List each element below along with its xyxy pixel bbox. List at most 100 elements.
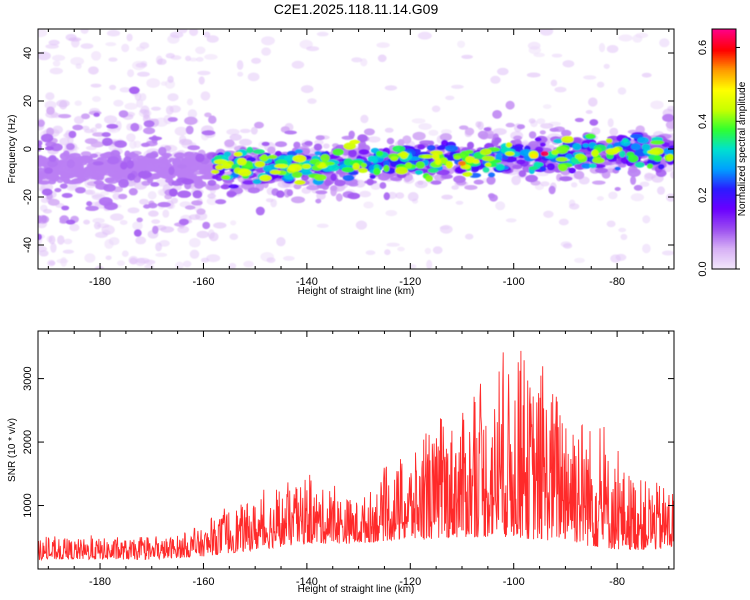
- heatmap-cell: [453, 155, 462, 160]
- heatmap-cell: [261, 47, 271, 56]
- y-tick-label: 20: [22, 95, 34, 107]
- heatmap-cell: [175, 172, 185, 177]
- heatmap-cell: [488, 172, 495, 178]
- colorbar-step: [712, 223, 736, 226]
- heatmap-cell: [528, 140, 540, 149]
- heatmap-cell: [260, 154, 269, 162]
- colorbar-step: [712, 209, 736, 212]
- heatmap-cell: [213, 159, 228, 165]
- y-tick-label: 3000: [22, 366, 34, 390]
- heatmap-cell: [44, 167, 53, 174]
- colorbar-step: [712, 63, 736, 66]
- colorbar-tick-label: 0.4: [697, 114, 709, 129]
- heatmap-cell: [417, 144, 426, 150]
- colorbar-step: [712, 245, 736, 248]
- heatmap-cell: [293, 141, 301, 149]
- heatmap-cell: [284, 130, 297, 135]
- heatmap-cell: [591, 149, 599, 157]
- heatmap-cell: [646, 163, 654, 169]
- y-tick-label: 40: [22, 47, 34, 59]
- heatmap-cell: [540, 123, 554, 129]
- heatmap-cell: [363, 128, 375, 136]
- heatmap-cell: [467, 141, 474, 150]
- colorbar-step: [712, 161, 736, 164]
- heatmap-cell: [330, 173, 337, 182]
- heatmap-cell: [44, 100, 57, 110]
- heatmap-cell: [230, 220, 237, 226]
- heatmap-cell: [486, 176, 496, 185]
- colorbar-step: [712, 207, 736, 210]
- heatmap-cell: [441, 174, 453, 180]
- heatmap-cell: [155, 242, 163, 252]
- heatmap-cell: [534, 146, 544, 153]
- heatmap-cell: [369, 174, 376, 179]
- heatmap-cell: [86, 201, 93, 207]
- heatmap-cell: [265, 198, 274, 203]
- colorbar-step: [712, 133, 736, 136]
- heatmap-cell: [464, 185, 478, 190]
- heatmap-cell: [170, 31, 184, 38]
- heatmap-cell: [634, 161, 645, 168]
- heatmap-cell: [86, 163, 94, 168]
- heatmap-cell: [294, 180, 306, 185]
- heatmap-cell: [262, 165, 272, 172]
- colorbar-step: [712, 127, 736, 130]
- y-tick-label: -20: [22, 189, 34, 205]
- heatmap-cell: [138, 162, 146, 168]
- heatmap-cell: [151, 173, 160, 179]
- heatmap-cell: [495, 153, 503, 161]
- colorbar-step: [712, 263, 736, 266]
- heatmap-cell: [516, 159, 526, 165]
- heatmap-cell: [184, 116, 198, 126]
- heatmap-cell: [304, 140, 313, 146]
- heatmap-cell: [61, 205, 70, 211]
- colorbar-frame: [711, 28, 737, 270]
- heatmap-cell: [618, 163, 627, 168]
- heatmap-cell: [167, 93, 179, 102]
- heatmap-cell: [246, 146, 254, 154]
- heatmap-cell: [585, 110, 593, 114]
- x-tick-label: -140: [296, 276, 318, 288]
- heatmap-cell: [204, 112, 212, 118]
- heatmap-cell: [66, 180, 79, 185]
- colorbar-step: [712, 203, 736, 206]
- y-tick-label: -40: [22, 237, 34, 253]
- heatmap-cell: [632, 34, 643, 43]
- heatmap-cell: [591, 127, 601, 135]
- heatmap-cell: [617, 87, 627, 95]
- heatmap-cell: [512, 164, 523, 170]
- colorbar-step: [712, 211, 736, 214]
- heatmap-cell: [605, 138, 613, 144]
- heatmap-cell: [379, 182, 387, 189]
- colorbar-step: [712, 221, 736, 224]
- snr-y-axis-label: SNR (10 * v/v): [7, 418, 18, 482]
- heatmap-cell: [385, 173, 396, 177]
- heatmap-cell: [534, 137, 542, 142]
- heatmap-cell: [571, 182, 578, 188]
- heatmap-cell: [167, 75, 174, 83]
- heatmap-cell: [68, 130, 77, 139]
- heatmap-cell: [239, 128, 251, 134]
- heatmap-cell: [670, 171, 674, 179]
- heatmap-cell: [641, 72, 652, 78]
- heatmap-cell: [267, 154, 278, 160]
- heatmap-cell: [342, 174, 355, 182]
- heatmap-cell: [505, 122, 515, 128]
- x-tick-label: -160: [192, 576, 214, 588]
- colorbar-step: [712, 243, 736, 246]
- heatmap-cell: [38, 172, 48, 180]
- heatmap-cell: [395, 166, 408, 175]
- heatmap-cell: [495, 163, 505, 171]
- heatmap-cell: [140, 142, 151, 147]
- heatmap-cell: [104, 115, 118, 124]
- heatmap-cell: [276, 190, 285, 198]
- heatmap-cell: [610, 254, 621, 263]
- heatmap-cell: [48, 39, 60, 46]
- heatmap-cell: [459, 125, 469, 130]
- heatmap-cell: [539, 29, 554, 36]
- heatmap-cell: [188, 214, 201, 221]
- heatmap-cell: [348, 130, 355, 139]
- heatmap-cell: [206, 254, 221, 263]
- heatmap-cell: [341, 166, 355, 173]
- colorbar-step: [712, 229, 736, 232]
